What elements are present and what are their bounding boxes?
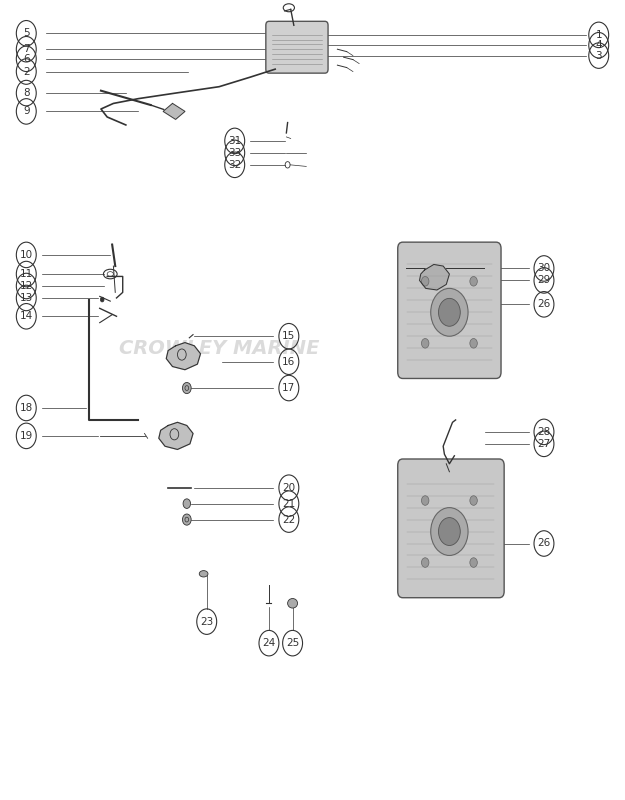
- Ellipse shape: [431, 508, 468, 555]
- Circle shape: [182, 514, 191, 525]
- Circle shape: [470, 496, 478, 506]
- Text: 21: 21: [282, 498, 296, 509]
- Text: 27: 27: [538, 439, 551, 449]
- Ellipse shape: [199, 570, 208, 577]
- Circle shape: [421, 277, 429, 286]
- Text: 26: 26: [538, 299, 551, 310]
- Text: 14: 14: [19, 311, 33, 322]
- Text: 4: 4: [596, 40, 602, 50]
- Polygon shape: [166, 342, 201, 370]
- Circle shape: [182, 382, 191, 394]
- Text: 18: 18: [19, 403, 33, 413]
- Text: 26: 26: [538, 538, 551, 549]
- Text: 20: 20: [282, 482, 296, 493]
- Polygon shape: [159, 422, 193, 450]
- Circle shape: [470, 558, 478, 567]
- Text: 16: 16: [282, 357, 296, 366]
- Circle shape: [101, 297, 104, 302]
- Text: 29: 29: [538, 275, 551, 286]
- Ellipse shape: [439, 518, 460, 546]
- Text: CROWLEY MARINE: CROWLEY MARINE: [119, 338, 319, 358]
- Text: 15: 15: [282, 331, 296, 342]
- Text: 23: 23: [200, 617, 213, 626]
- Text: 17: 17: [282, 383, 296, 393]
- Text: 8: 8: [23, 88, 29, 98]
- Text: 13: 13: [19, 293, 33, 303]
- Text: 2: 2: [23, 66, 29, 77]
- Text: 28: 28: [538, 427, 551, 437]
- Text: 1: 1: [596, 30, 602, 40]
- Polygon shape: [163, 103, 185, 119]
- Text: 32: 32: [228, 160, 241, 170]
- Circle shape: [470, 338, 478, 348]
- Ellipse shape: [439, 298, 460, 326]
- FancyBboxPatch shape: [266, 22, 328, 73]
- Text: 11: 11: [19, 269, 33, 279]
- Text: 10: 10: [20, 250, 33, 260]
- Text: 25: 25: [286, 638, 299, 648]
- Circle shape: [183, 499, 191, 509]
- Circle shape: [421, 338, 429, 348]
- FancyBboxPatch shape: [398, 459, 504, 598]
- Text: 22: 22: [282, 514, 296, 525]
- Text: 30: 30: [538, 263, 551, 274]
- Text: 3: 3: [596, 50, 602, 61]
- Ellipse shape: [431, 288, 468, 336]
- Text: 31: 31: [228, 136, 241, 146]
- Ellipse shape: [288, 598, 298, 608]
- Text: 6: 6: [23, 54, 29, 64]
- FancyBboxPatch shape: [398, 242, 501, 378]
- Text: 5: 5: [23, 28, 29, 38]
- Text: 12: 12: [19, 281, 33, 291]
- Text: 7: 7: [23, 44, 29, 54]
- Text: 33: 33: [228, 148, 241, 158]
- Circle shape: [421, 496, 429, 506]
- Text: 9: 9: [23, 106, 29, 117]
- Text: 24: 24: [262, 638, 276, 648]
- Text: 19: 19: [19, 431, 33, 441]
- Circle shape: [470, 277, 478, 286]
- Polygon shape: [419, 265, 449, 290]
- Circle shape: [421, 558, 429, 567]
